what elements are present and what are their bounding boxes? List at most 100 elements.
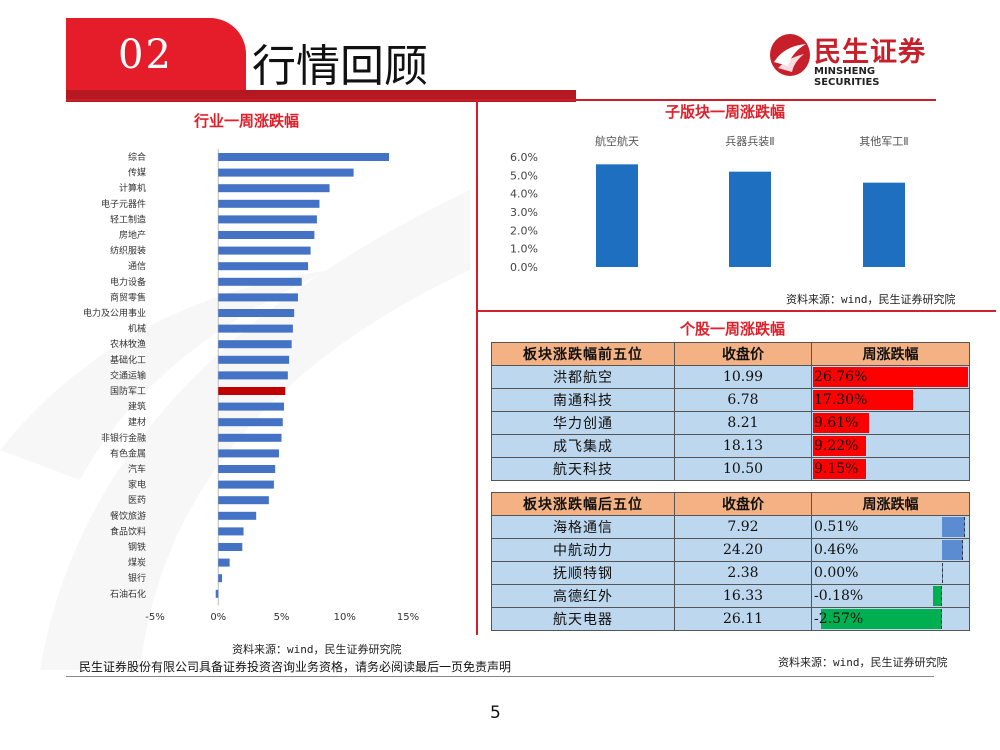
industry-label: 石油石化 — [110, 588, 146, 600]
stock-name: 成飞集成 — [491, 434, 675, 458]
table-row: 海格通信 7.92 0.51% — [491, 515, 970, 539]
stock-change: 0.46% — [814, 542, 859, 558]
industry-bar — [218, 168, 354, 177]
industry-label: 计算机 — [119, 182, 146, 194]
subsector-label: 航空航天 — [595, 134, 639, 148]
industry-label: 汽车 — [128, 463, 146, 475]
header-sector-top: 板块涨跌幅前五位 — [491, 342, 675, 366]
brand-logo: 民生证券 MINSHENG SECURITIES — [768, 30, 943, 88]
section-banner — [66, 18, 246, 90]
industry-bar — [218, 153, 390, 161]
stock-change: -2.57% — [814, 611, 864, 627]
table-row: 高德红外 16.33 -0.18% — [491, 584, 970, 608]
subsector-bar — [596, 164, 638, 267]
stock-change: -0.18% — [814, 588, 864, 604]
background-watermark — [0, 190, 470, 670]
industry-bar — [218, 402, 285, 411]
bottom-stocks-table: 板块涨跌幅后五位 收盘价 周涨跌幅 海格通信 7.92 0.51% 中航动力 2… — [491, 492, 970, 631]
stock-change-cell: 9.15% — [811, 457, 970, 481]
y-tick-label: 4.0% — [510, 188, 538, 201]
y-tick-label: 0.0% — [510, 261, 538, 274]
top-stocks-table: 板块涨跌幅前五位 收盘价 周涨跌幅 洪都航空 10.99 26.76% 南通科技… — [491, 342, 970, 481]
stock-name: 洪都航空 — [491, 365, 675, 389]
industry-bar — [218, 480, 274, 489]
x-tick-label: 0% — [210, 612, 226, 623]
header-sector-bottom: 板块涨跌幅后五位 — [491, 492, 675, 516]
x-tick-label: 10% — [334, 612, 356, 623]
stock-change: 26.76% — [814, 369, 868, 385]
subsector-bar-chart: 0.0% 1.0% 2.0% 3.0% 4.0% 5.0% 6.0% 航空航天 兵器兵装Ⅱ 其他军… — [510, 134, 909, 274]
stock-price: 18.13 — [674, 434, 812, 458]
industry-bar — [218, 371, 288, 380]
industry-label: 通信 — [128, 260, 146, 272]
header-change: 周涨跌幅 — [811, 492, 970, 516]
industry-label: 煤炭 — [128, 557, 146, 569]
stock-change-cell: -2.57% — [811, 607, 970, 631]
stock-price: 10.99 — [674, 365, 812, 389]
industry-label: 轻工制造 — [110, 213, 146, 225]
subsector-bar — [863, 182, 905, 267]
subsector-label: 其他军工Ⅱ — [859, 135, 908, 148]
industry-bar — [218, 387, 286, 395]
page-title: 行情回顾 — [252, 41, 428, 92]
logo-mark-icon — [770, 34, 810, 76]
stock-change: 0.00% — [814, 565, 859, 581]
industry-bar — [218, 340, 292, 349]
industry-bar — [218, 418, 283, 427]
stock-change-cell: 9.22% — [811, 434, 970, 458]
industry-bar — [218, 324, 293, 333]
stock-name: 高德红外 — [491, 584, 675, 608]
stock-name: 抚顺特钢 — [491, 561, 675, 585]
industry-label: 医药 — [128, 495, 146, 506]
subsector-source: 资料来源：wind，民生证券研究院 — [786, 293, 956, 306]
industry-bar — [218, 231, 315, 239]
stock-price: 10.50 — [674, 457, 812, 481]
vertical-divider — [476, 101, 478, 635]
stock-price: 24.20 — [674, 538, 812, 562]
industry-label: 交通运输 — [110, 369, 146, 381]
stock-price: 16.33 — [674, 584, 812, 608]
stock-name: 航天科技 — [491, 457, 675, 481]
industry-label: 电力设备 — [110, 276, 146, 288]
stock-name: 华力创通 — [491, 411, 675, 435]
stock-price: 26.11 — [674, 607, 812, 631]
table-row: 中航动力 24.20 0.46% — [491, 538, 970, 562]
industry-bar — [218, 184, 330, 193]
stock-price: 2.38 — [674, 561, 812, 585]
change-databar — [813, 459, 866, 479]
y-tick-label: 2.0% — [510, 224, 538, 237]
table-row: 抚顺特钢 2.38 0.00% — [491, 561, 970, 585]
industry-bar — [218, 511, 257, 520]
stock-change-cell: 9.61% — [811, 411, 970, 435]
industry-label: 综合 — [128, 151, 146, 163]
x-tick-label: 5% — [274, 612, 290, 623]
industry-label: 机械 — [128, 323, 146, 335]
stock-change-cell: -0.18% — [811, 584, 970, 608]
table-row: 成飞集成 18.13 9.22% — [491, 434, 970, 458]
industry-label: 餐饮旅游 — [110, 510, 146, 522]
footer-disclaimer: 民生证券股份有限公司具备证券投资咨询业务资格，请务必阅读最后一页免责声明 — [79, 660, 512, 674]
industry-bar — [218, 449, 279, 458]
industry-bar — [215, 589, 219, 598]
industry-bar-chart: 综合传媒计算机电子元器件轻工制造房地产纺织服装通信电力设备商贸零售电力及公用事业… — [83, 149, 419, 623]
industry-label: 电力及公用事业 — [83, 307, 146, 319]
stock-name: 海格通信 — [491, 515, 675, 539]
industry-bar — [218, 543, 243, 551]
table-header-row: 板块涨跌幅后五位 收盘价 周涨跌幅 — [491, 492, 970, 516]
stock-change-cell: 17.30% — [811, 388, 970, 412]
stock-name: 航天电器 — [491, 607, 675, 631]
industry-label: 有色金属 — [110, 447, 146, 459]
industry-bar — [218, 246, 311, 255]
stock-price: 6.78 — [674, 388, 812, 412]
industry-label: 农林牧渔 — [110, 338, 146, 350]
industry-bar — [218, 277, 302, 286]
industry-bar — [218, 199, 320, 208]
industry-label: 基础化工 — [110, 354, 146, 366]
section-number: 02 — [118, 32, 173, 78]
y-tick-label: 3.0% — [510, 206, 538, 219]
industry-bar — [218, 558, 230, 567]
page-number: 5 — [490, 703, 501, 723]
change-databar — [820, 609, 942, 629]
change-databar — [813, 390, 914, 410]
change-databar — [942, 563, 943, 583]
